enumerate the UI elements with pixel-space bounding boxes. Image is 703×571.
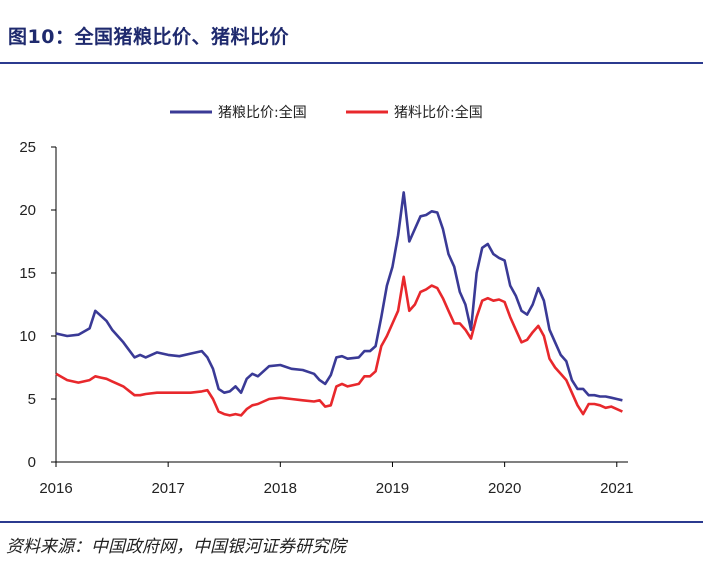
x-tick-label: 2016	[39, 480, 72, 497]
x-tick-label: 2019	[376, 480, 409, 497]
x-tick-label: 2018	[264, 480, 297, 497]
series-lines	[55, 191, 623, 417]
x-tick-label: 2020	[488, 480, 521, 497]
y-tick-label: 10	[19, 328, 36, 345]
bottom-rule	[0, 521, 703, 523]
series-line-2	[55, 275, 623, 417]
legend-label-1: 猪粮比价:全国	[218, 104, 307, 121]
y-tick-label: 20	[19, 202, 36, 219]
y-tick-label: 0	[28, 454, 36, 471]
axes: 0 5 10 15 20 25 2016 2017 2018 2019 2020 2021	[19, 139, 633, 497]
legend: 猪粮比价:全国 猪料比价:全国	[170, 104, 483, 121]
top-rule	[0, 62, 703, 64]
legend-label-2: 猪料比价:全国	[394, 104, 483, 121]
x-tick-label: 2021	[600, 480, 633, 497]
source-note: 资料来源：中国政府网，中国银河证券研究院	[6, 537, 346, 557]
series-line-1	[55, 191, 623, 402]
line-chart: 猪粮比价:全国 猪料比价:全国 0 5 10 15 20 25 2016 2017 2018 201…	[19, 104, 633, 497]
x-tick-label: 2017	[151, 480, 184, 497]
y-tick-label: 5	[28, 391, 36, 408]
chart-title: 图10：全国猪粮比价、猪料比价	[8, 26, 289, 48]
y-tick-label: 15	[19, 265, 36, 282]
y-tick-label: 25	[19, 139, 36, 156]
